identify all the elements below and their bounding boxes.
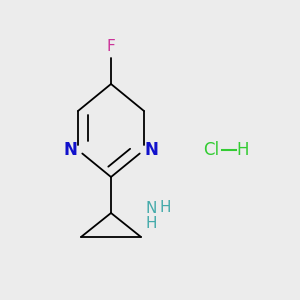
Text: N: N xyxy=(146,201,157,216)
Text: N: N xyxy=(145,141,158,159)
Text: H: H xyxy=(159,200,171,214)
Text: F: F xyxy=(106,39,116,54)
Text: Cl: Cl xyxy=(203,141,220,159)
Text: H: H xyxy=(237,141,249,159)
Text: H: H xyxy=(146,216,157,231)
Text: N: N xyxy=(64,141,77,159)
